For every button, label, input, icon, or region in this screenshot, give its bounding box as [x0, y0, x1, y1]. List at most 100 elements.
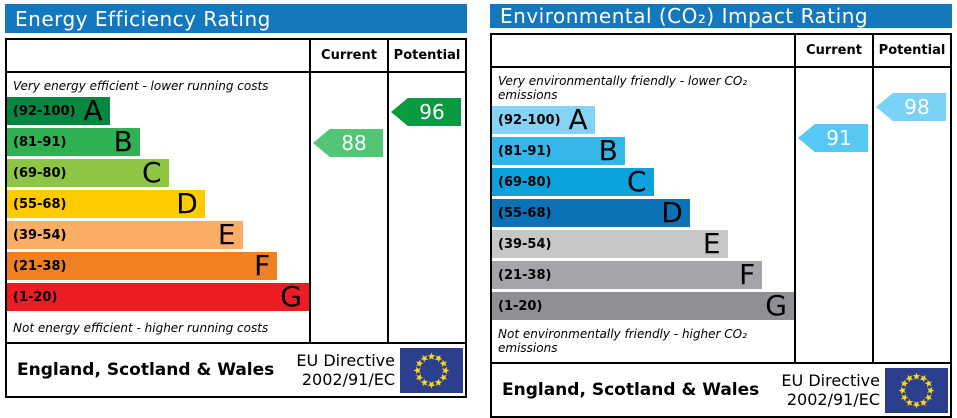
band-row: (69-80) C	[7, 159, 309, 190]
energy-chart-table: Very energy efficient - lower running co…	[7, 40, 465, 342]
band-letter: G	[280, 280, 302, 313]
co2-band-d: (55-68) D	[492, 199, 690, 227]
band-row: (81-91) B	[7, 128, 309, 159]
energy-band-column-header	[7, 40, 309, 73]
co2-potential-value: 98	[904, 95, 930, 119]
band-range-label: (81-91)	[13, 134, 67, 150]
band-letter: C	[627, 165, 647, 198]
band-letter: C	[142, 156, 162, 189]
energy-chart-title: Energy Efficiency Rating	[15, 6, 271, 31]
co2-potential-column: Potential 98	[874, 35, 950, 362]
co2-chart-footer: England, Scotland & Wales EU Directive 2…	[492, 362, 950, 416]
eu-flag-icon	[885, 367, 948, 413]
energy-potential-column: Potential 96	[389, 40, 465, 342]
energy-bottom-caption: Not energy efficient - higher running co…	[13, 321, 269, 335]
band-range-label: (39-54)	[13, 227, 67, 243]
energy-chart-footer: England, Scotland & Wales EU Directive 2…	[7, 342, 465, 396]
co2-band-e: (39-54) E	[492, 230, 728, 258]
co2-chart-box: Very environmentally friendly - lower CO…	[490, 33, 952, 418]
eu-directive-line2: 2002/91/EC	[786, 390, 880, 409]
energy-potential-value: 96	[419, 100, 445, 124]
band-letter: B	[598, 134, 618, 167]
energy-band-area: Very energy efficient - lower running co…	[7, 73, 309, 342]
co2-chart-table: Very environmentally friendly - lower CO…	[492, 35, 950, 362]
energy-band-column: Very energy efficient - lower running co…	[7, 40, 311, 342]
band-row: (55-68) D	[492, 199, 794, 230]
co2-band-b: (81-91) B	[492, 137, 625, 165]
energy-potential-rating-arrow: 96	[391, 98, 461, 126]
co2-band-column-header	[492, 35, 794, 68]
region-label: England, Scotland & Wales	[17, 360, 275, 380]
eu-directive-label: EU Directive 2002/91/EC	[296, 351, 400, 389]
energy-efficiency-chart: Energy Efficiency Rating Very energy eff…	[5, 4, 467, 398]
co2-chart-title-bar: Environmental (CO₂) Impact Rating	[490, 4, 952, 28]
band-range-label: (69-80)	[498, 174, 552, 190]
co2-impact-chart: Environmental (CO₂) Impact Rating Very e…	[490, 4, 952, 418]
energy-band-c: (69-80) C	[7, 159, 169, 187]
co2-current-column: Current 91	[796, 35, 874, 362]
band-letter: F	[254, 249, 271, 282]
band-range-label: (39-54)	[498, 236, 552, 252]
eu-flag-icon	[400, 347, 463, 393]
band-letter: F	[739, 258, 756, 291]
energy-band-g: (1-20) G	[7, 283, 309, 311]
energy-band-e: (39-54) E	[7, 221, 243, 249]
energy-band-f: (21-38) F	[7, 249, 278, 282]
energy-current-value: 88	[341, 131, 367, 155]
epc-charts-container: Energy Efficiency Rating Very energy eff…	[5, 4, 952, 418]
band-row: (39-54) E	[492, 230, 794, 261]
co2-band-c: (69-80) C	[492, 168, 654, 196]
band-letter: E	[217, 218, 236, 251]
co2-current-rating-arrow: 91	[798, 124, 868, 152]
energy-band-b: (81-91) B	[7, 128, 140, 156]
energy-chart-box: Very energy efficient - lower running co…	[5, 38, 467, 398]
co2-potential-header: Potential	[874, 35, 950, 68]
energy-current-rating-arrow: 88	[313, 129, 383, 157]
co2-potential-rating-arrow: 98	[876, 93, 946, 121]
co2-chart-title: Environmental (CO₂) Impact Rating	[500, 4, 869, 28]
band-row: (21-38) F	[7, 252, 309, 283]
band-row: (1-20) G	[7, 283, 309, 314]
energy-potential-body: 96	[389, 73, 465, 342]
band-row: (92-100) A	[492, 106, 794, 137]
band-letter: E	[702, 227, 721, 260]
band-row: (81-91) B	[492, 137, 794, 168]
energy-chart-title-bar: Energy Efficiency Rating	[5, 4, 467, 33]
band-range-label: (69-80)	[13, 165, 67, 181]
eu-directive-line1: EU Directive	[296, 350, 395, 370]
eu-directive-line2: 2002/91/EC	[301, 370, 395, 389]
band-range-label: (21-38)	[13, 258, 67, 274]
co2-bottom-caption: Not environmentally friendly - higher CO…	[498, 327, 747, 355]
co2-band-column: Very environmentally friendly - lower CO…	[492, 35, 796, 362]
band-letter: D	[176, 187, 198, 220]
band-range-label: (1-20)	[498, 298, 543, 314]
band-letter: A	[83, 94, 103, 127]
band-range-label: (55-68)	[13, 196, 67, 212]
co2-band-f: (21-38) F	[492, 258, 763, 291]
band-row: (92-100) A	[7, 97, 309, 128]
eu-directive-label: EU Directive 2002/91/EC	[781, 371, 885, 409]
band-letter: B	[113, 125, 133, 158]
band-letter: G	[765, 289, 787, 322]
co2-potential-body: 98	[874, 68, 950, 362]
co2-top-caption: Very environmentally friendly - lower CO…	[498, 74, 748, 102]
band-range-label: (55-68)	[498, 205, 552, 221]
band-range-label: (92-100)	[498, 112, 561, 128]
co2-current-header: Current	[796, 35, 872, 68]
region-label: England, Scotland & Wales	[502, 380, 760, 400]
energy-current-body: 88	[311, 73, 387, 342]
energy-top-caption: Very energy efficient - lower running co…	[13, 79, 269, 93]
eu-directive-line1: EU Directive	[781, 370, 880, 390]
co2-band-a: (92-100) A	[492, 106, 595, 134]
band-range-label: (92-100)	[13, 103, 76, 119]
co2-current-body: 91	[796, 68, 872, 362]
band-row: (21-38) F	[492, 261, 794, 292]
co2-current-value: 91	[826, 126, 852, 150]
band-row: (1-20) G	[492, 292, 794, 323]
band-range-label: (1-20)	[13, 289, 58, 305]
energy-band-a: (92-100) A	[7, 97, 110, 125]
band-row: (55-68) D	[7, 190, 309, 221]
energy-current-column: Current 88	[311, 40, 389, 342]
band-letter: A	[568, 103, 588, 136]
co2-band-area: Very environmentally friendly - lower CO…	[492, 68, 794, 362]
